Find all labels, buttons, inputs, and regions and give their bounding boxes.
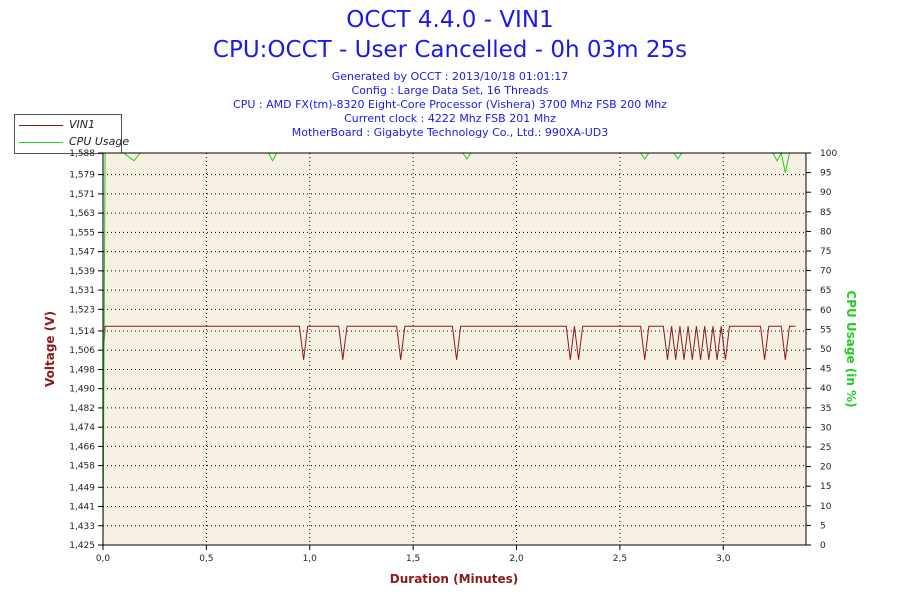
y2-tick-label: 100: [820, 149, 837, 159]
y2-tick-label: 75: [820, 247, 831, 257]
y2-tick-label: 40: [820, 384, 832, 394]
y2-tick-label: 15: [820, 482, 831, 492]
y-tick-label: 1,466: [69, 442, 95, 452]
y2-tick-label: 85: [820, 208, 831, 218]
y-tick-label: 1,571: [69, 190, 95, 200]
y-tick-label: 1,514: [69, 327, 95, 337]
y2-axis-label: CPU Usage (in %): [844, 290, 858, 407]
y-tick-label: 1,555: [69, 228, 95, 238]
y-tick-label: 1,539: [69, 267, 95, 277]
legend-label-vin1: VIN1: [69, 118, 95, 131]
chart-title: OCCT 4.4.0 - VIN1: [346, 7, 554, 33]
x-tick-label: 1,0: [303, 554, 318, 564]
info-config: Config : Large Data Set, 16 Threads: [351, 84, 549, 97]
y-tick-label: 1,490: [69, 385, 95, 395]
y-tick-label: 1,531: [69, 286, 95, 296]
y2-tick-label: 60: [820, 306, 832, 316]
y2-tick-label: 50: [820, 345, 832, 355]
info-generated: Generated by OCCT : 2013/10/18 01:01:17: [331, 70, 569, 83]
y-tick-label: 1,482: [69, 404, 95, 414]
y2-tick-label: 20: [820, 463, 832, 473]
y2-tick-label: 25: [820, 443, 831, 453]
legend-item-vin1: VIN1: [15, 117, 121, 133]
y2-tick-label: 80: [820, 227, 832, 237]
y-tick-label: 1,563: [69, 209, 95, 219]
x-tick-label: 1,5: [406, 554, 420, 564]
legend-item-cpu-usage: CPU Usage: [15, 134, 129, 150]
plot-background: [103, 153, 806, 545]
chart-subtitle: CPU:OCCT - User Cancelled - 0h 03m 25s: [212, 37, 688, 63]
y-tick-label: 1,498: [69, 365, 95, 375]
x-tick-label: 2,5: [613, 554, 627, 564]
y2-tick-label: 90: [820, 188, 832, 198]
y-tick-label: 1,547: [69, 248, 95, 258]
y-tick-label: 1,523: [69, 305, 95, 315]
y2-tick-label: 5: [820, 521, 826, 531]
info-cpu: CPU : AMD FX(tm)-8320 Eight-Core Process…: [233, 98, 667, 111]
y-tick-label: 1,474: [69, 423, 95, 433]
series-line-vin1: [102, 325, 796, 360]
y-axis-label: Voltage (V): [43, 311, 57, 387]
y2-tick-label: 10: [820, 502, 832, 512]
x-tick-label: 2,0: [509, 554, 524, 564]
x-tick-label: 0,5: [199, 554, 213, 564]
chart-legend: VIN1 CPU Usage: [14, 114, 129, 154]
legend-label-cpu-usage: CPU Usage: [69, 135, 130, 148]
y2-tick-label: 70: [820, 267, 832, 277]
y2-tick-label: 65: [820, 286, 831, 296]
legend-swatch-vin1: [19, 125, 63, 126]
y-tick-label: 1,458: [69, 462, 95, 472]
y2-tick-label: 35: [820, 404, 831, 414]
y2-tick-label: 55: [820, 325, 831, 335]
info-clock: Current clock : 4222 Mhz FSB 201 Mhz: [344, 112, 556, 125]
y2-tick-label: 30: [820, 423, 832, 433]
y-tick-label: 1,506: [69, 346, 95, 356]
x-tick-label: 3,0: [716, 554, 731, 564]
y-tick-label: 1,588: [69, 149, 95, 159]
y-tick-label: 1,579: [69, 171, 95, 181]
y-tick-label: 1,425: [69, 541, 95, 551]
y2-tick-label: 0: [820, 541, 826, 551]
x-axis-label: Duration (Minutes): [390, 572, 518, 586]
y-tick-label: 1,433: [69, 522, 95, 532]
y-tick-label: 1,441: [69, 503, 95, 513]
plot-frame: [102, 152, 807, 546]
legend-swatch-cpu-usage: [19, 142, 63, 143]
y2-tick-label: 95: [820, 169, 831, 179]
y-tick-label: 1,449: [69, 483, 95, 493]
info-motherboard: MotherBoard : Gigabyte Technology Co., L…: [291, 126, 609, 139]
y2-tick-label: 45: [820, 365, 831, 375]
x-tick-label: 0,0: [96, 554, 111, 564]
